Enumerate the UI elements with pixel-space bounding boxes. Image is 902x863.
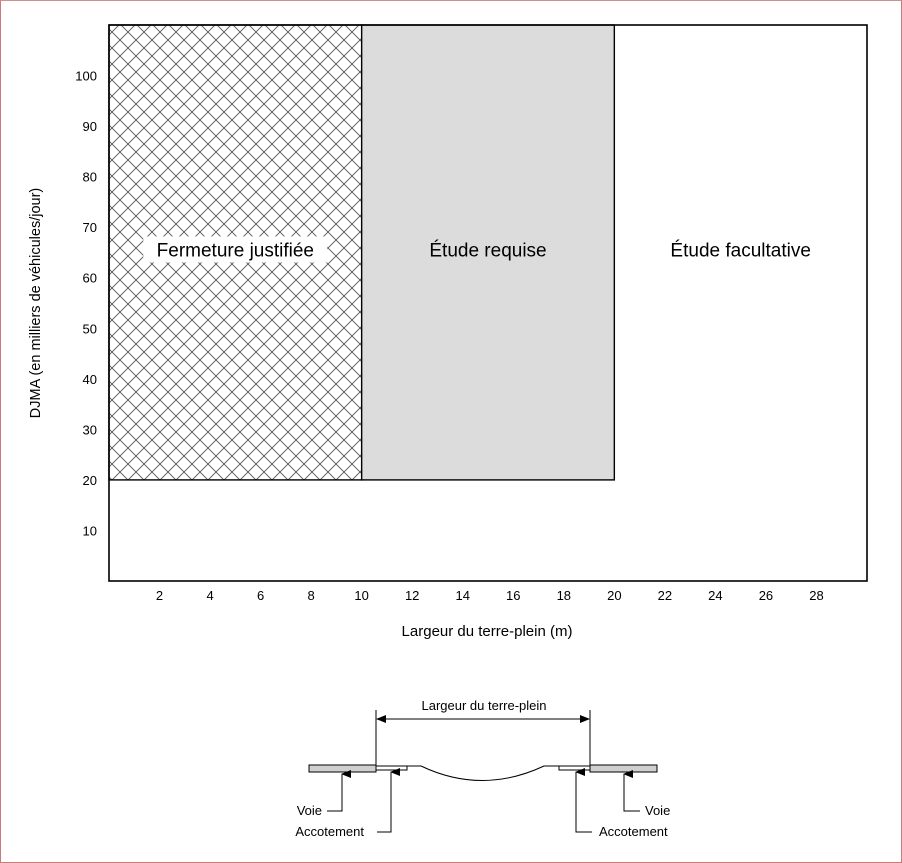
x-tick-label: 22 bbox=[658, 588, 672, 603]
x-axis-label: Largeur du terre-plein (m) bbox=[402, 623, 573, 640]
cross-section-diagram: Largeur du terre-plein Voie Accotement A… bbox=[295, 698, 670, 839]
right-shoulder-leader bbox=[575, 768, 592, 833]
x-tick-label: 16 bbox=[506, 588, 520, 603]
right-shoulder-slab bbox=[558, 765, 591, 771]
x-tick-label: 4 bbox=[206, 588, 213, 603]
median-profile bbox=[407, 765, 559, 781]
y-tick-label: 60 bbox=[83, 271, 97, 286]
y-tick-label: 20 bbox=[83, 473, 97, 488]
y-tick-label: 80 bbox=[83, 170, 97, 185]
right-lane-slab bbox=[589, 764, 658, 773]
right-lane-leader bbox=[623, 770, 640, 812]
region-label-backdrop bbox=[143, 236, 328, 263]
x-tick-label: 20 bbox=[607, 588, 621, 603]
right-lane-label: Voie bbox=[645, 803, 670, 818]
x-tick-label: 26 bbox=[759, 588, 773, 603]
y-tick-label: 10 bbox=[83, 523, 97, 538]
y-tick-label: 30 bbox=[83, 422, 97, 437]
y-tick-label: 40 bbox=[83, 372, 97, 387]
plot-area-border bbox=[108, 24, 868, 582]
left-shoulder-label: Accotement bbox=[295, 824, 364, 839]
right-shoulder-label: Accotement bbox=[599, 824, 668, 839]
x-tick-label: 28 bbox=[809, 588, 823, 603]
x-tick-label: 8 bbox=[308, 588, 315, 603]
left-lane-label: Voie bbox=[297, 803, 322, 818]
x-tick-label: 14 bbox=[455, 588, 469, 603]
x-tick-label: 18 bbox=[557, 588, 571, 603]
region-etude-requise bbox=[360, 24, 616, 481]
region-label-fermeture-justifiee: Fermeture justifiée bbox=[157, 240, 314, 261]
region-etude-facultative bbox=[614, 25, 867, 581]
left-lane-leader bbox=[327, 770, 351, 812]
left-lane-slab bbox=[308, 764, 377, 773]
x-tick-label: 6 bbox=[257, 588, 264, 603]
y-axis-label: DJMA (en milliers de véhicules/jour) bbox=[28, 188, 44, 418]
x-tick-label: 10 bbox=[354, 588, 368, 603]
y-tick-label: 90 bbox=[83, 119, 97, 134]
y-tick-label: 50 bbox=[83, 321, 97, 336]
y-tick-label: 70 bbox=[83, 220, 97, 235]
width-label: Largeur du terre-plein bbox=[421, 698, 546, 713]
left-shoulder-leader bbox=[377, 768, 400, 833]
x-tick-label: 2 bbox=[156, 588, 163, 603]
left-shoulder-slab bbox=[375, 765, 408, 771]
region-label-etude-requise: Étude requise bbox=[429, 240, 546, 261]
x-tick-label: 12 bbox=[405, 588, 419, 603]
region-label-etude-facultative: Étude facultative bbox=[670, 240, 810, 261]
x-tick-label: 24 bbox=[708, 588, 722, 603]
y-tick-label: 100 bbox=[75, 69, 97, 84]
